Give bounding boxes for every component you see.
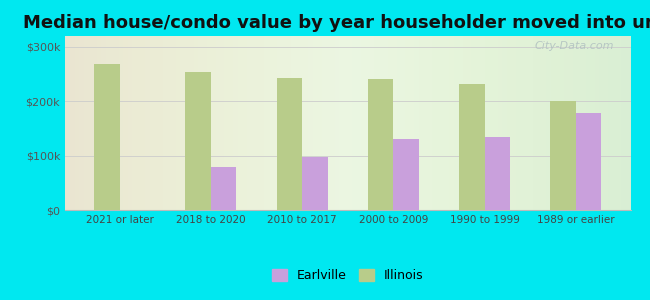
Bar [277,78,302,210]
Title: Median house/condo value by year householder moved into unit: Median house/condo value by year househo… [23,14,650,32]
Bar [368,79,393,210]
Bar [302,157,328,210]
Bar [484,136,510,210]
Legend: Earlville, Illinois: Earlville, Illinois [266,264,429,287]
Bar [211,167,237,210]
Bar [459,84,484,210]
Bar [551,101,576,210]
Bar [393,139,419,210]
Text: City-Data.com: City-Data.com [534,41,614,51]
Bar [185,72,211,210]
Bar [94,64,120,210]
Bar [576,113,601,210]
